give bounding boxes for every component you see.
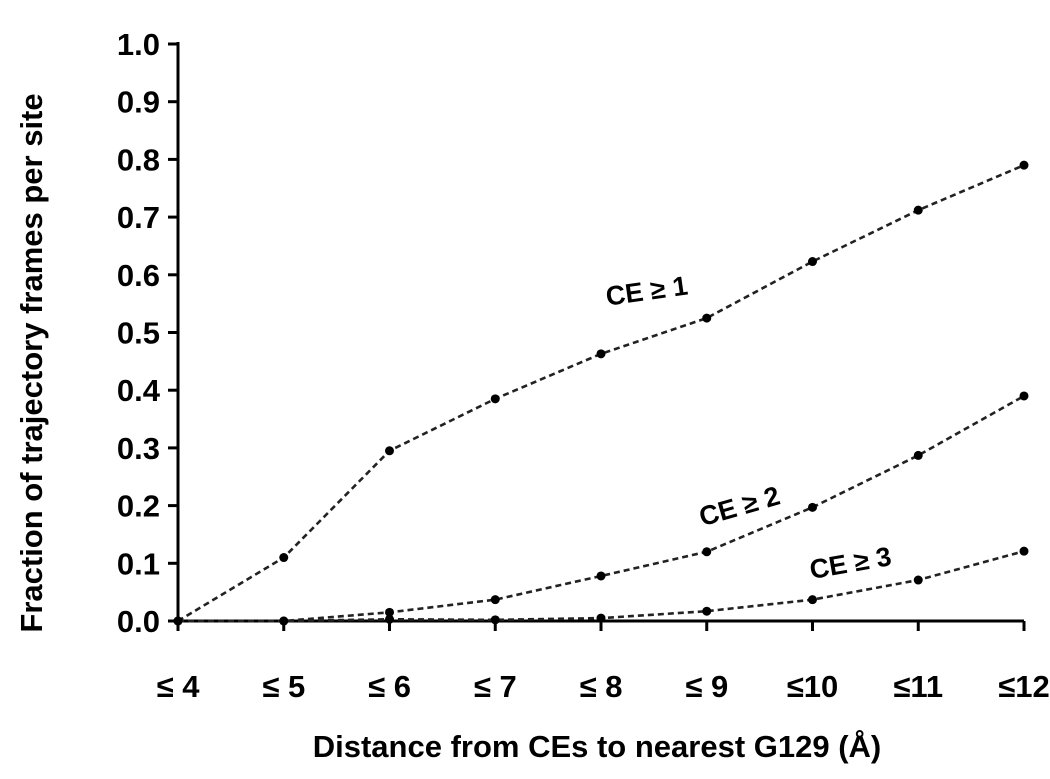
y-tick-label: 0.5 (117, 316, 160, 351)
data-point (490, 595, 500, 605)
data-point (173, 616, 183, 626)
x-tick-label: ≤ 6 (368, 669, 411, 704)
series-group (173, 160, 1029, 626)
series-ce3 (173, 546, 1029, 626)
series-line (178, 394, 1025, 623)
data-point (808, 257, 817, 267)
data-point (490, 615, 500, 625)
y-tick-label: 1.0 (117, 27, 160, 62)
data-point (808, 595, 817, 605)
series-labels: CE ≥ 1 CE ≥ 2 CE ≥ 3 (604, 271, 894, 586)
y-tick-label: 0.9 (117, 85, 160, 120)
y-tick-label: 0.8 (117, 142, 160, 177)
data-point (490, 394, 500, 404)
x-axis-ticks: ≤ 4 ≤ 5 ≤ 6 ≤ 7 ≤ 8 ≤ 9 ≤10 ≤11 ≤12 (157, 621, 1050, 704)
data-point (385, 446, 394, 456)
x-tick-label: ≤ 8 (580, 669, 623, 704)
y-tick-label: 0.6 (117, 258, 160, 293)
series-ce2 (173, 391, 1029, 626)
data-point (596, 613, 606, 623)
series-label-ce3: CE ≥ 3 (807, 541, 893, 585)
series-line (177, 163, 1025, 623)
y-axis-ticks: 0.0 0.1 0.2 0.3 0.4 0.5 0.6 0.7 0.8 0.9 1.0 (117, 27, 178, 639)
x-tick-label: ≤12 (998, 669, 1050, 704)
series-label-ce1: CE ≥ 1 (604, 271, 690, 312)
x-tick-label: ≤ 5 (262, 669, 305, 704)
y-tick-label: 0.4 (117, 373, 161, 408)
y-tick-label: 0.2 (117, 489, 160, 524)
y-tick-label: 0.1 (117, 546, 160, 581)
data-point (702, 606, 712, 616)
data-point (1019, 546, 1029, 556)
x-tick-label: ≤ 9 (685, 669, 728, 704)
data-point (596, 349, 606, 359)
data-point (596, 571, 606, 581)
data-point (279, 616, 289, 626)
data-point (913, 205, 923, 215)
x-tick-label: ≤10 (787, 669, 839, 704)
data-point (702, 313, 712, 323)
x-tick-label: ≤11 (893, 669, 943, 704)
data-point (279, 553, 289, 563)
x-tick-label: ≤ 4 (157, 669, 201, 704)
y-tick-label: 0.0 (117, 604, 160, 639)
data-point (702, 547, 712, 557)
y-tick-label: 0.3 (117, 431, 160, 466)
series-ce1 (173, 160, 1029, 626)
data-point (1019, 391, 1029, 401)
data-point (913, 575, 923, 585)
y-axis-title: Fraction of trajectory frames per site (14, 93, 49, 632)
x-axis-title: Distance from CEs to nearest G129 (Å) (313, 729, 882, 764)
data-point (1019, 160, 1029, 170)
y-tick-label: 0.7 (117, 200, 160, 235)
data-point (808, 502, 817, 512)
data-point (385, 607, 394, 617)
data-point (913, 450, 923, 460)
x-tick-label: ≤ 7 (474, 669, 517, 704)
data-point (385, 614, 394, 624)
series-line (178, 549, 1025, 623)
